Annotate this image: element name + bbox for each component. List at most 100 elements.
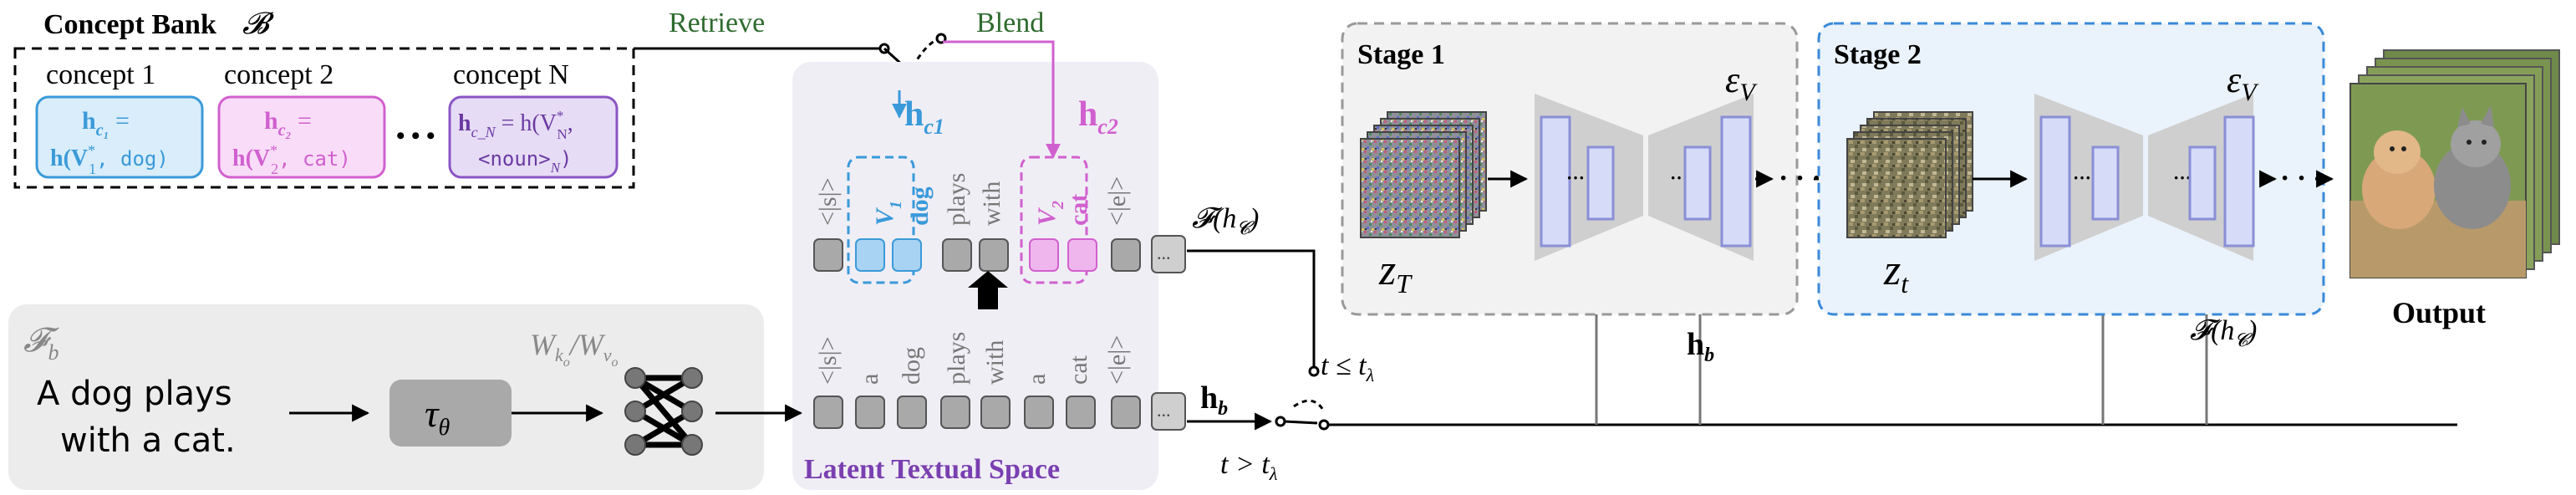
output-label: Output	[2392, 296, 2486, 329]
dog-figure	[2362, 149, 2436, 229]
lower-token	[897, 395, 927, 429]
pink-token-group	[1020, 156, 1088, 284]
noise-image-stack	[1360, 111, 1487, 238]
lower-token	[813, 395, 843, 429]
lower-token-label: a	[856, 374, 883, 385]
hb-2-label: hb	[1687, 327, 1714, 366]
hb-label: hb	[1200, 380, 1228, 420]
text-encoder-label: τθ	[425, 392, 450, 441]
blend-label: Blend	[976, 8, 1044, 38]
hc2-label: hc2	[1078, 95, 1118, 139]
hc1-label: hc1	[904, 95, 944, 139]
upper-token-ellipsis	[1151, 235, 1186, 273]
lower-token-label: cat	[1065, 355, 1092, 385]
network-nodes	[624, 367, 703, 456]
switch2-bottom	[1275, 416, 1286, 427]
concept-bank-title: Concept Bank	[43, 9, 216, 40]
upper-token	[892, 238, 922, 272]
upper-token	[813, 238, 843, 272]
stage-2-label: Stage 2	[1834, 39, 1922, 70]
concept-n-h: hc_N = h(V* N,	[458, 108, 573, 142]
lower-token-ellipsis-text: ...	[1157, 400, 1171, 421]
latent-space-panel	[792, 62, 1158, 490]
upper-token-ellipsis-text: ...	[1157, 242, 1171, 263]
switch2-top	[1308, 365, 1320, 377]
upper-token	[855, 238, 885, 272]
switch2-dashed	[1293, 399, 1326, 412]
f-hc-2-label: 𝓕(h𝓒)	[2190, 315, 2257, 350]
lower-token-ellipsis	[1151, 392, 1186, 431]
lower-token-label: dog	[898, 347, 925, 385]
concept-2-name: concept 2	[224, 59, 333, 90]
lower-token	[940, 395, 970, 429]
upper-token	[1029, 238, 1059, 272]
switch2-arm	[1283, 420, 1318, 425]
upper-token-labels: <|s|> V1 dog plays with V2 cat <|e|>	[814, 173, 1131, 226]
lower-token	[1066, 395, 1096, 429]
lower-token-label: with	[981, 340, 1009, 385]
concept-n-name: concept N	[453, 59, 569, 90]
concept-1-name: concept 1	[46, 59, 155, 90]
f-hc-label: 𝓕(h𝓒)	[1192, 203, 1259, 238]
concept-bank-symbol: 𝓑	[242, 7, 274, 40]
concept-n-def: <noun>N)	[478, 147, 573, 176]
lower-token-label: <|e|>	[1103, 335, 1131, 385]
weights-label: Wko/Wvo	[530, 328, 619, 370]
concept-2-box	[217, 95, 386, 179]
concept-ellipsis: • • •	[396, 122, 435, 150]
lower-token	[855, 395, 885, 429]
upper-token-label-with: with	[978, 181, 1005, 226]
concept-2-h: hc₂ =	[264, 107, 312, 140]
upper-token-label-dog: dog	[906, 186, 934, 226]
text-encoder-box	[389, 380, 512, 447]
upper-token-label-cat: cat	[1065, 194, 1092, 226]
switch2-out	[1318, 419, 1330, 431]
noisy-image-stack	[1846, 111, 1973, 238]
lower-token-label: <|s|>	[814, 336, 842, 385]
lower-token-label: a	[1023, 374, 1051, 385]
lower-token	[1111, 395, 1141, 429]
upper-token	[979, 238, 1009, 272]
zt-label: zt	[1883, 247, 1909, 299]
prompt-line-1: A dog plays	[37, 375, 232, 413]
upper-token	[1067, 238, 1097, 272]
fb-panel	[8, 304, 764, 490]
pink-arrow	[943, 40, 1061, 159]
concept-1-box	[35, 95, 204, 179]
eps-1-label: εV	[1725, 59, 1758, 106]
lower-token-row: ...	[813, 392, 1186, 431]
unet-1: ··· ···	[1535, 94, 1754, 261]
concept-n-box	[448, 95, 619, 179]
concept-2-def: h(V* 2, cat)	[232, 142, 351, 177]
lower-token	[1024, 395, 1054, 429]
latent-space-label: Latent Textual Space	[804, 454, 1060, 485]
concept-1-h: hc₁ =	[82, 107, 130, 140]
t-le-label: t ≤ tλ	[1321, 350, 1374, 385]
upper-token-label-end: <|e|>	[1103, 176, 1131, 226]
concept-bank-border	[13, 47, 635, 189]
blue-token-group	[847, 156, 915, 284]
eps-2-label: εV	[2227, 59, 2259, 106]
blend-up-arrow	[968, 271, 1008, 309]
svg-text:···: ···	[1566, 167, 1585, 188]
lower-token	[980, 395, 1011, 429]
svg-text:···: ···	[2073, 167, 2091, 188]
f-hc-line	[1187, 249, 1316, 366]
upper-token-label-start: <|s|>	[814, 177, 842, 226]
zT-label: zT	[1378, 247, 1413, 299]
svg-text:···: ···	[2173, 167, 2192, 188]
retrieve-label: Retrieve	[669, 8, 765, 38]
cat-figure	[2434, 142, 2511, 229]
upper-token-label-v2: V2	[1033, 201, 1067, 226]
upper-token-row: ...	[813, 235, 1186, 273]
stage-1-label: Stage 1	[1357, 39, 1445, 70]
t-gt-label: t > tλ	[1220, 449, 1277, 484]
upper-token	[942, 238, 972, 272]
output-image-stack	[2349, 49, 2560, 278]
lower-token-label: plays	[943, 332, 970, 385]
concept-1-def: h(V* 1, dog)	[50, 142, 169, 177]
concept-bank: Concept Bank 𝓑 concept 1 hc₁ = h(V* 1, do…	[13, 7, 635, 189]
upper-token-label-plays: plays	[943, 173, 970, 226]
upper-token-label-v1: V1	[871, 201, 905, 226]
